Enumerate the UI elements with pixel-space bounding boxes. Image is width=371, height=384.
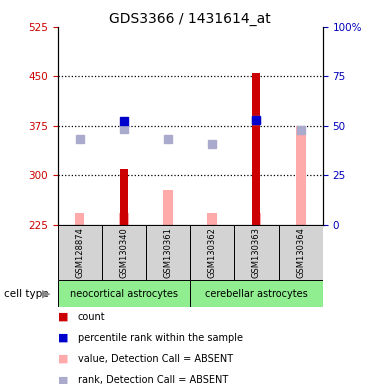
Bar bbox=[58, 280, 190, 307]
Bar bbox=[119, 214, 129, 225]
Bar bbox=[279, 225, 323, 280]
Bar bbox=[296, 126, 306, 225]
Bar bbox=[190, 225, 234, 280]
Bar bbox=[75, 214, 85, 225]
Bar bbox=[58, 225, 102, 280]
Text: count: count bbox=[78, 312, 105, 322]
Bar bbox=[190, 280, 323, 307]
Bar bbox=[102, 225, 146, 280]
Text: ■: ■ bbox=[58, 354, 68, 364]
Text: cell type: cell type bbox=[4, 289, 48, 299]
Text: GSM128874: GSM128874 bbox=[75, 227, 84, 278]
Text: GSM130362: GSM130362 bbox=[208, 227, 217, 278]
Text: rank, Detection Call = ABSENT: rank, Detection Call = ABSENT bbox=[78, 375, 228, 384]
Bar bbox=[207, 214, 217, 225]
Bar bbox=[252, 214, 261, 225]
Text: ■: ■ bbox=[58, 375, 68, 384]
Text: GSM130340: GSM130340 bbox=[119, 227, 128, 278]
Text: ■: ■ bbox=[58, 312, 68, 322]
Bar bbox=[120, 169, 128, 225]
Bar bbox=[146, 225, 190, 280]
Bar bbox=[163, 190, 173, 225]
Text: cerebellar astrocytes: cerebellar astrocytes bbox=[205, 289, 308, 299]
Bar bbox=[253, 73, 260, 225]
Text: GSM130363: GSM130363 bbox=[252, 227, 261, 278]
Bar bbox=[234, 225, 279, 280]
Text: GSM130364: GSM130364 bbox=[296, 227, 305, 278]
Text: neocortical astrocytes: neocortical astrocytes bbox=[70, 289, 178, 299]
Text: GSM130361: GSM130361 bbox=[164, 227, 173, 278]
Text: ▶: ▶ bbox=[42, 289, 50, 299]
Text: value, Detection Call = ABSENT: value, Detection Call = ABSENT bbox=[78, 354, 233, 364]
Text: percentile rank within the sample: percentile rank within the sample bbox=[78, 333, 243, 343]
Text: ■: ■ bbox=[58, 333, 68, 343]
Title: GDS3366 / 1431614_at: GDS3366 / 1431614_at bbox=[109, 12, 271, 26]
